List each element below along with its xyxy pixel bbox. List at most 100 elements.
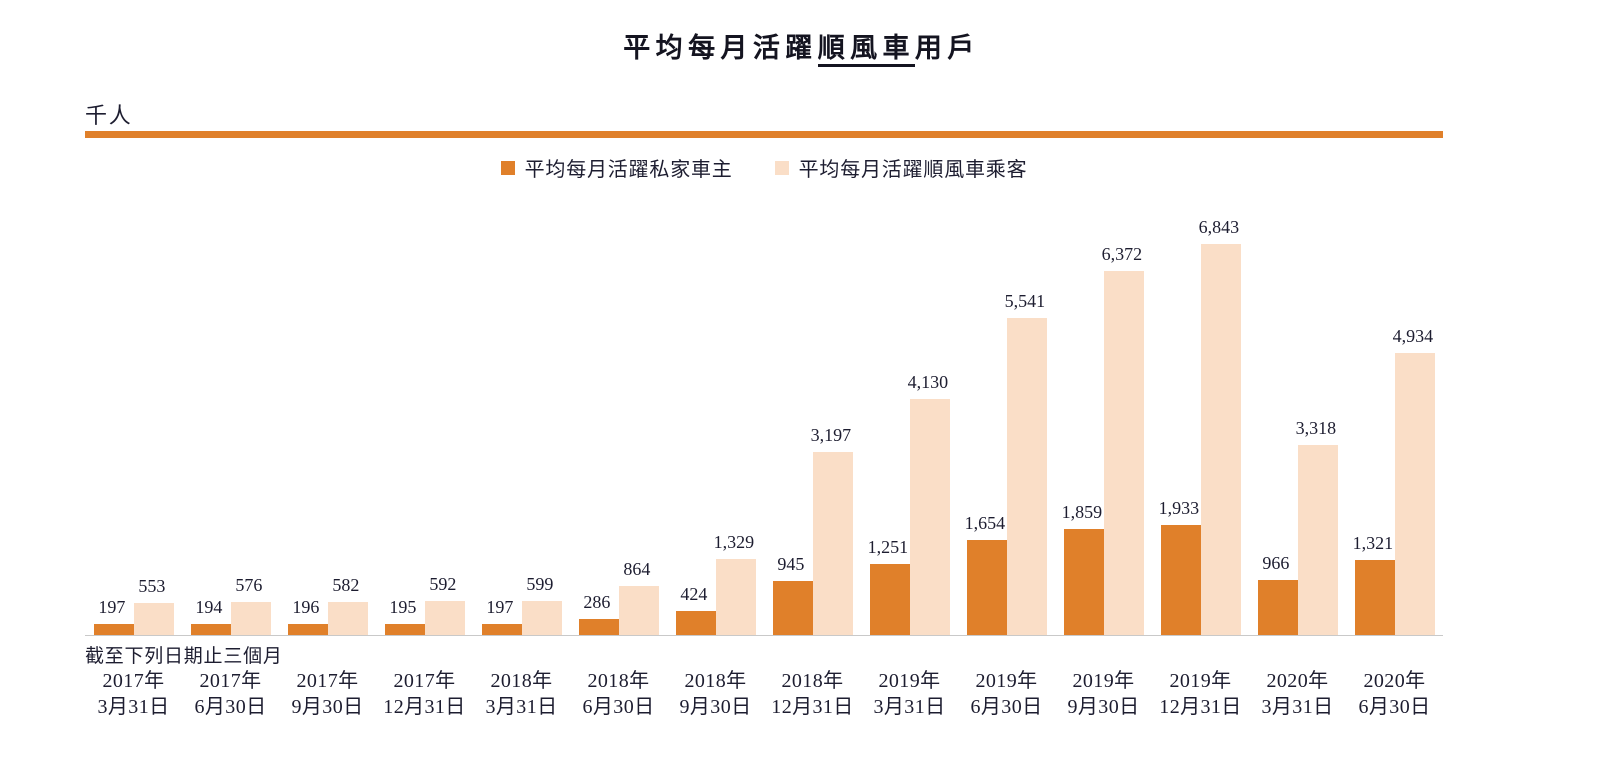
bar-value-label: 195: [389, 597, 417, 617]
bar-group: 197 599: [473, 574, 570, 635]
x-tick-label: 2019年 3月31日: [873, 670, 946, 718]
title-suffix: 用戶: [914, 33, 980, 63]
bar-group: 196 582: [279, 575, 376, 635]
legend-label-drivers: 平均每月活躍私家車主: [524, 159, 733, 181]
passenger-series-swatch-icon: [774, 160, 789, 175]
bar-value-label: 4,130: [907, 372, 949, 392]
driver-bar: 194: [190, 597, 231, 635]
bar-value-label: 3,318: [1295, 418, 1337, 438]
bar-value-label: 5,541: [1004, 291, 1046, 311]
passenger-bar: 864: [618, 559, 659, 635]
driver-bar: 966: [1257, 553, 1298, 635]
x-tick-label: 2018年 9月30日: [679, 670, 752, 718]
driver-bar: 1,321: [1353, 533, 1395, 635]
bar-group: 1,251 4,130: [861, 372, 958, 635]
legend-label-passengers: 平均每月活躍順風車乘客: [798, 159, 1028, 181]
x-tick-label: 2019年 9月30日: [1067, 670, 1140, 718]
bar-group: 1,859 6,372: [1055, 244, 1152, 635]
driver-bar: 197: [93, 597, 134, 635]
x-tick-label: 2017年 9月30日: [291, 670, 364, 718]
bar-value-label: 966: [1262, 553, 1290, 573]
driver-series-swatch-icon: [500, 160, 515, 175]
driver-bar: 1,251: [868, 537, 910, 635]
bar-value-label: 864: [623, 559, 651, 579]
bar-group: 966 3,318: [1249, 418, 1346, 635]
bar-value-label: 553: [138, 576, 166, 596]
bar-value-label: 4,934: [1392, 326, 1434, 346]
bar-value-label: 592: [429, 574, 457, 594]
title-underlined: 順風車: [817, 33, 915, 67]
bar-value-label: 1,321: [1352, 533, 1394, 553]
bar-value-label: 194: [195, 597, 223, 617]
passenger-bar: 6,372: [1102, 244, 1144, 635]
x-axis-tick-labels: 2017年 3月31日 2017年 6月30日 2017年 9月30日 2017年 12月31…: [85, 668, 1443, 720]
divider-rule: [85, 131, 1443, 138]
passenger-bar: 582: [327, 575, 368, 635]
x-tick-label: 2018年 6月30日: [582, 670, 655, 718]
passenger-bar: 4,934: [1393, 326, 1435, 635]
driver-bar: 195: [384, 597, 425, 635]
x-tick-label: 2019年 6月30日: [970, 670, 1043, 718]
passenger-bar: 4,130: [908, 372, 950, 635]
bar-value-label: 286: [583, 592, 611, 612]
bar-group: 1,654 5,541: [958, 291, 1055, 635]
x-tick-label: 2019年 12月31日: [1159, 670, 1242, 718]
bar-group: 424 1,329: [667, 532, 764, 635]
passenger-bar: 5,541: [1005, 291, 1047, 635]
driver-bar: 424: [675, 584, 716, 635]
page-title: 平均每月活躍順風車用戶: [0, 0, 1603, 67]
bar-value-label: 424: [680, 584, 708, 604]
bar-value-label: 197: [98, 597, 126, 617]
legend-item-passengers: 平均每月活躍順風車乘客: [774, 153, 1028, 182]
bar-value-label: 1,329: [713, 532, 755, 552]
bar-group: 195 592: [376, 574, 473, 635]
bar-group: 197 553: [85, 576, 182, 635]
bar-value-label: 1,251: [867, 537, 909, 557]
x-axis-note: 截至下列日期止三個月: [85, 646, 283, 667]
passenger-bar: 3,197: [811, 425, 853, 635]
bar-plot-area: 197 553 194 576 196 582 195 592 197 599 286 864 424 1…: [85, 193, 1443, 636]
driver-bar: 197: [481, 597, 522, 635]
legend: 平均每月活躍私家車主 平均每月活躍順風車乘客: [85, 153, 1443, 182]
passenger-bar: 599: [521, 574, 562, 635]
driver-bar: 945: [772, 554, 813, 635]
bar-value-label: 197: [486, 597, 514, 617]
x-tick-label: 2017年 3月31日: [97, 670, 170, 718]
x-tick-label: 2017年 6月30日: [194, 670, 267, 718]
driver-bar: 286: [578, 592, 619, 635]
bar-group: 1,933 6,843: [1152, 217, 1249, 635]
bar-value-label: 1,933: [1158, 498, 1200, 518]
legend-item-drivers: 平均每月活躍私家車主: [500, 153, 733, 182]
title-prefix: 平均每月活躍: [623, 33, 818, 63]
bar-value-label: 1,859: [1061, 502, 1103, 522]
passenger-bar: 576: [230, 575, 271, 635]
passenger-bar: 3,318: [1296, 418, 1338, 635]
passenger-bar: 1,329: [714, 532, 756, 635]
bar-value-label: 576: [235, 575, 263, 595]
passenger-bar: 553: [133, 576, 174, 635]
x-tick-label: 2020年 3月31日: [1261, 670, 1334, 718]
bar-group: 945 3,197: [764, 425, 861, 635]
bar-group: 286 864: [570, 559, 667, 635]
x-tick-label: 2018年 3月31日: [485, 670, 558, 718]
driver-bar: 1,654: [965, 513, 1007, 635]
x-tick-label: 2018年 12月31日: [771, 670, 854, 718]
driver-bar: 1,859: [1062, 502, 1104, 635]
bar-value-label: 196: [292, 597, 320, 617]
x-tick-label: 2020年 6月30日: [1358, 670, 1431, 718]
driver-bar: 196: [287, 597, 328, 635]
passenger-bar: 592: [424, 574, 465, 635]
bar-value-label: 582: [332, 575, 360, 595]
bar-value-label: 3,197: [810, 425, 852, 445]
driver-bar: 1,933: [1159, 498, 1201, 635]
bar-value-label: 945: [777, 554, 805, 574]
bar-group: 1,321 4,934: [1346, 326, 1443, 635]
x-tick-label: 2017年 12月31日: [383, 670, 466, 718]
bar-value-label: 1,654: [964, 513, 1006, 533]
bar-value-label: 599: [526, 574, 554, 594]
bar-value-label: 6,372: [1101, 244, 1143, 264]
y-axis-unit-label: 千人: [85, 103, 133, 128]
bar-value-label: 6,843: [1198, 217, 1240, 237]
passenger-bar: 6,843: [1199, 217, 1241, 635]
